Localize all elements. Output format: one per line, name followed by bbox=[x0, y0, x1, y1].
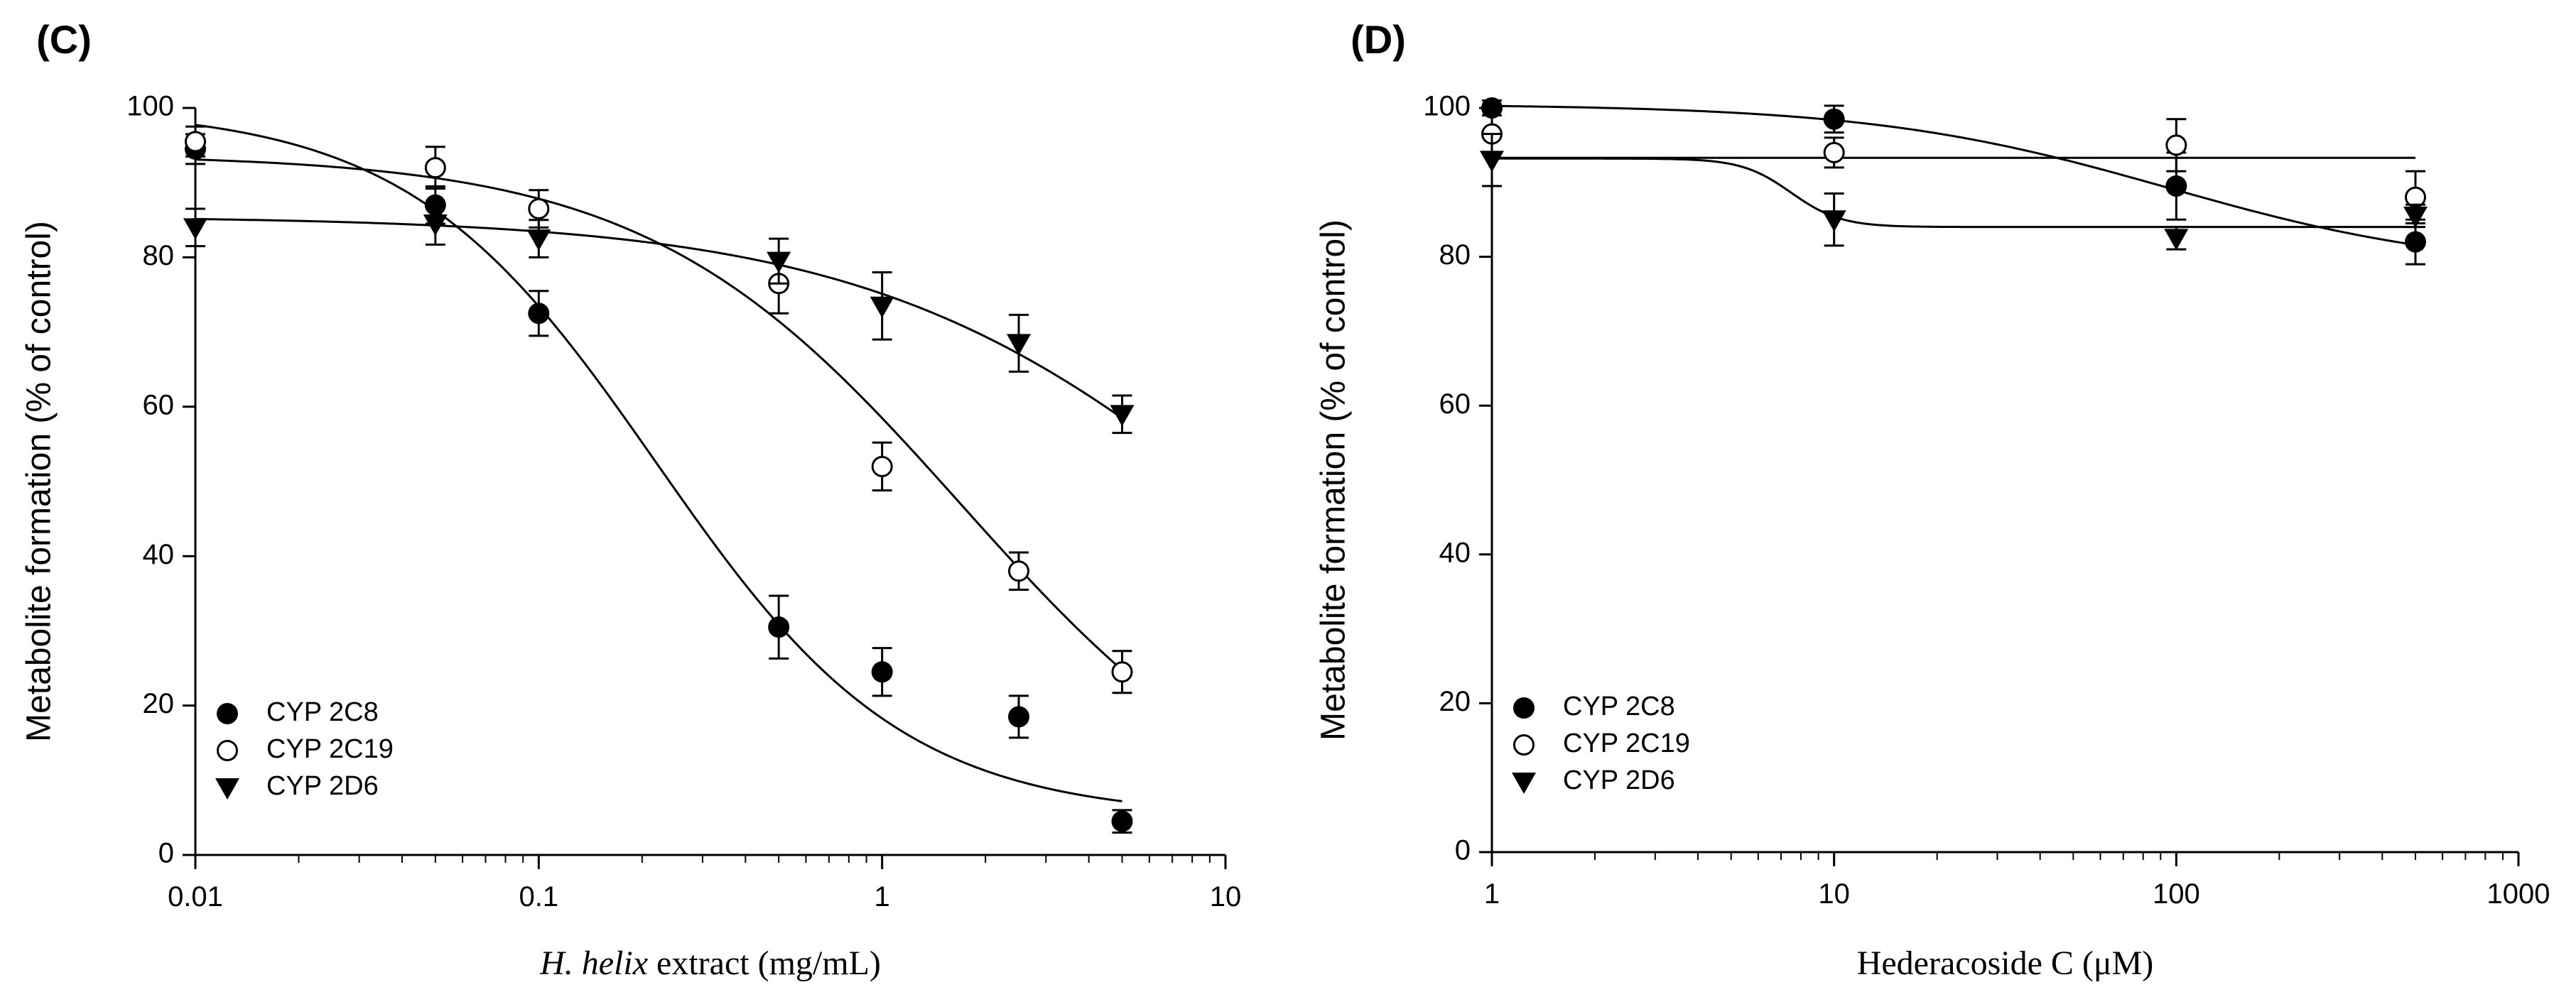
fit-curve-cyp-2d6 bbox=[195, 217, 1123, 420]
x-tick-label: 100 bbox=[2153, 878, 2200, 910]
legend-marker bbox=[217, 740, 238, 761]
data-point bbox=[424, 157, 446, 179]
legend-marker bbox=[1513, 697, 1535, 719]
y-tick-label: 20 bbox=[1439, 686, 1471, 717]
x-axis-title: Hederacoside C (μM) bbox=[1857, 944, 2154, 982]
x-tick-label: 0.01 bbox=[168, 881, 223, 912]
data-point bbox=[185, 131, 206, 153]
x-tick-label: 10 bbox=[1210, 881, 1242, 912]
data-point bbox=[1823, 141, 1845, 163]
y-tick-label: 60 bbox=[143, 389, 175, 420]
y-tick-label: 40 bbox=[143, 539, 175, 570]
data-point bbox=[2165, 134, 2187, 156]
y-tick-label: 100 bbox=[1423, 91, 1471, 122]
data-point bbox=[1007, 334, 1032, 356]
fit-curve-cyp-2c19 bbox=[195, 158, 1123, 671]
data-point bbox=[528, 198, 550, 220]
legend-label: CYP 2D6 bbox=[266, 771, 379, 801]
data-point bbox=[1008, 560, 1030, 582]
y-tick-label: 0 bbox=[158, 838, 174, 869]
x-axis-title-species: H. helix bbox=[539, 944, 648, 982]
fit-curve-cyp-2d6 bbox=[1492, 157, 2415, 229]
y-axis-title: Metabolite formation (% of control) bbox=[1315, 219, 1353, 741]
data-point bbox=[526, 229, 551, 251]
fit-curve-cyp-2c8 bbox=[1491, 104, 2416, 246]
data-point bbox=[2405, 231, 2427, 253]
legend-marker bbox=[1513, 734, 1535, 756]
data-point bbox=[2164, 229, 2189, 251]
data-point bbox=[183, 218, 207, 240]
legend-marker bbox=[1512, 773, 1536, 794]
y-tick-label: 100 bbox=[126, 91, 174, 122]
data-point bbox=[1481, 97, 1503, 119]
x-tick-label: 10 bbox=[1818, 878, 1850, 910]
panel-label: (D) bbox=[1351, 17, 1406, 62]
y-tick-label: 40 bbox=[1439, 537, 1471, 568]
legend-label: CYP 2C19 bbox=[1563, 729, 1690, 758]
data-point bbox=[528, 302, 550, 325]
fit-curve-cyp-2c8 bbox=[195, 124, 1122, 802]
y-tick-label: 0 bbox=[1455, 835, 1471, 866]
data-point bbox=[1822, 210, 1846, 232]
y-tick-label: 80 bbox=[143, 240, 175, 271]
x-tick-label: 1000 bbox=[2487, 878, 2550, 910]
data-point bbox=[871, 661, 893, 683]
data-point bbox=[768, 616, 790, 638]
legend-label: CYP 2C19 bbox=[266, 734, 394, 764]
data-point bbox=[1111, 810, 1133, 832]
data-point bbox=[1480, 151, 1504, 173]
x-tick-label: 1 bbox=[875, 881, 890, 912]
x-axis-title-rest: extract (mg/mL) bbox=[648, 944, 881, 982]
panel-label: (C) bbox=[36, 17, 92, 62]
x-tick-label: 1 bbox=[1484, 878, 1500, 910]
data-point bbox=[1110, 405, 1135, 427]
y-tick-label: 60 bbox=[1439, 388, 1471, 420]
data-point bbox=[1111, 661, 1133, 683]
x-tick-label: 0.1 bbox=[519, 881, 559, 912]
y-tick-label: 80 bbox=[1439, 239, 1471, 271]
y-axis-title: Metabolite formation (% of control) bbox=[21, 221, 58, 742]
panel-d: (D) 0 20 40 60 80 100 1 10 100 1000 Metabolite form… bbox=[1315, 17, 2550, 982]
data-point bbox=[1008, 706, 1030, 728]
x-axis-title: H. helix extract (mg/mL) bbox=[539, 944, 881, 982]
data-point bbox=[1823, 108, 1845, 130]
legend-label: CYP 2D6 bbox=[1563, 765, 1675, 795]
data-point bbox=[871, 455, 893, 477]
legend-label: CYP 2C8 bbox=[1563, 692, 1675, 721]
data-point bbox=[2165, 175, 2187, 197]
data-point bbox=[2403, 206, 2428, 228]
panel-c: (C) 0 20 40 60 80 100 0.01 0.1 1 10 Metabolite form… bbox=[21, 17, 1242, 982]
legend-label: CYP 2C8 bbox=[266, 697, 379, 727]
legend-marker bbox=[217, 703, 238, 724]
data-point bbox=[870, 296, 894, 318]
data-point bbox=[423, 214, 448, 236]
legend-marker bbox=[215, 778, 239, 800]
data-point bbox=[767, 251, 791, 273]
y-tick-label: 20 bbox=[143, 688, 175, 719]
